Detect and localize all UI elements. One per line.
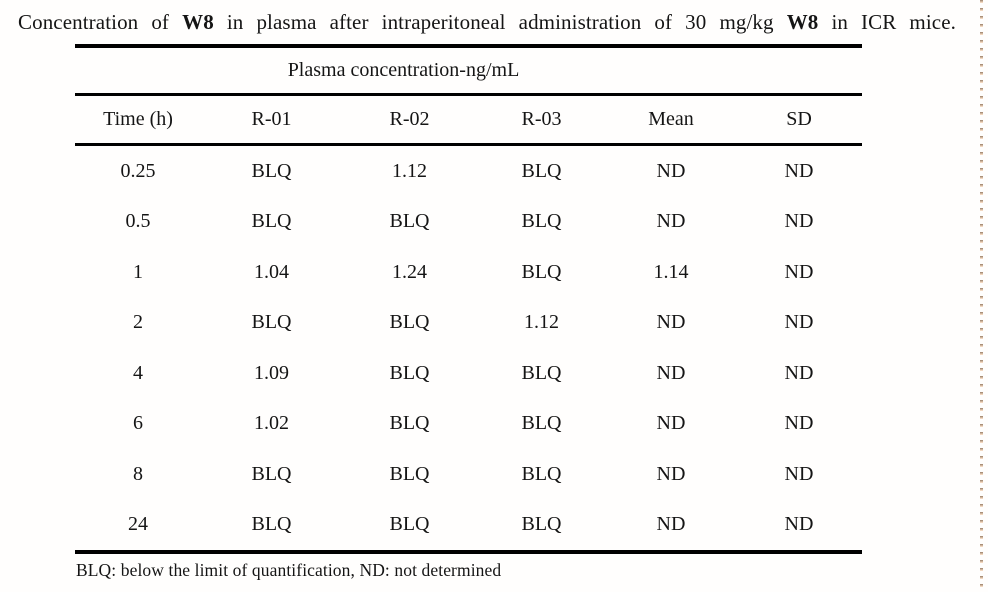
- cell-mean: ND: [656, 412, 686, 435]
- col-header-sd: SD: [786, 108, 812, 130]
- cell-sd: ND: [784, 260, 814, 283]
- cell-value: BLQ: [251, 159, 292, 182]
- cell-value: 1.02: [254, 412, 289, 435]
- table-row: 0.5 BLQ BLQ BLQ ND ND: [75, 197, 862, 248]
- table-row: 8 BLQ BLQ BLQ ND ND: [75, 449, 862, 500]
- cell-mean: ND: [656, 159, 686, 182]
- table-row: 0.25 BLQ 1.12 BLQ ND ND: [75, 145, 862, 197]
- table-caption: Concentration of W8 in plasma after intr…: [18, 9, 956, 35]
- page-edge-dotted-border: [980, 0, 983, 592]
- table-row: 4 1.09 BLQ BLQ ND ND: [75, 348, 862, 399]
- col-header-r02: R-02: [389, 108, 430, 130]
- spanner-empty-cell: [75, 46, 201, 95]
- cell-time: 2: [133, 311, 143, 334]
- cell-time: 24: [128, 513, 148, 536]
- cell-value: BLQ: [251, 311, 292, 334]
- compound-name-bold: W8: [182, 10, 214, 34]
- cell-value: 1.24: [392, 260, 427, 283]
- cell-time: 0.5: [125, 210, 151, 233]
- cell-sd: ND: [784, 210, 814, 233]
- cell-mean: 1.14: [653, 260, 689, 283]
- table-row: 6 1.02 BLQ BLQ ND ND: [75, 399, 862, 450]
- cell-time: 0.25: [120, 159, 156, 182]
- cell-value: BLQ: [521, 260, 562, 283]
- cell-value: 1.04: [254, 260, 289, 283]
- cell-value: BLQ: [251, 462, 292, 485]
- compound-name-bold: W8: [786, 10, 819, 34]
- cell-value: BLQ: [389, 412, 430, 435]
- table-row: 1 1.04 1.24 BLQ 1.14 ND: [75, 247, 862, 298]
- cell-sd: ND: [784, 361, 814, 384]
- cell-value: 1.12: [392, 159, 427, 182]
- cell-time: 4: [133, 361, 143, 384]
- cell-mean: ND: [656, 361, 686, 384]
- cell-sd: ND: [784, 462, 814, 485]
- cell-value: BLQ: [521, 159, 562, 182]
- cell-value: BLQ: [389, 311, 430, 334]
- cell-value: BLQ: [521, 210, 562, 233]
- cell-value: BLQ: [521, 361, 562, 384]
- cell-value: BLQ: [251, 210, 292, 233]
- cell-mean: ND: [656, 210, 686, 233]
- spanner-header-row: Plasma concentration-ng/mL: [75, 46, 862, 95]
- cell-sd: ND: [784, 513, 814, 536]
- caption-text-1: Concentration of: [18, 10, 183, 34]
- col-header-mean: Mean: [648, 108, 694, 130]
- cell-time: 8: [133, 462, 143, 485]
- spanner-empty-cell: [736, 46, 862, 95]
- cell-time: 6: [133, 412, 143, 435]
- cell-mean: ND: [656, 311, 686, 334]
- data-table: Plasma concentration-ng/mL Time (h) R-01…: [75, 44, 862, 554]
- cell-sd: ND: [784, 311, 814, 334]
- spanner-empty-cell: [606, 46, 736, 95]
- cell-value: BLQ: [389, 462, 430, 485]
- cell-value: BLQ: [389, 513, 430, 536]
- spanner-header: Plasma concentration-ng/mL: [287, 59, 520, 81]
- caption-text-2: in plasma after intraperitoneal administ…: [213, 10, 787, 34]
- cell-mean: ND: [656, 462, 686, 485]
- cell-time: 1: [133, 260, 143, 283]
- cell-sd: ND: [784, 159, 814, 182]
- cell-value: 1.09: [254, 361, 289, 384]
- cell-value: BLQ: [389, 361, 430, 384]
- col-header-r01: R-01: [251, 108, 292, 130]
- cell-value: 1.12: [524, 311, 559, 334]
- cell-value: BLQ: [521, 462, 562, 485]
- cell-value: BLQ: [389, 210, 430, 233]
- column-header-row: Time (h) R-01 R-02 R-03 Mean SD: [75, 95, 862, 145]
- table-footnote: BLQ: below the limit of quantification, …: [76, 560, 502, 580]
- col-header-r03: R-03: [521, 108, 562, 130]
- plasma-concentration-table: Plasma concentration-ng/mL Time (h) R-01…: [75, 44, 862, 554]
- table-row: 24 BLQ BLQ BLQ ND ND: [75, 500, 862, 553]
- col-header-time: Time (h): [103, 108, 173, 130]
- cell-sd: ND: [784, 412, 814, 435]
- table-row: 2 BLQ BLQ 1.12 ND ND: [75, 298, 862, 349]
- caption-text-3: in ICR mice.: [818, 10, 956, 34]
- cell-mean: ND: [656, 513, 686, 536]
- cell-value: BLQ: [521, 513, 562, 536]
- cell-value: BLQ: [521, 412, 562, 435]
- cell-value: BLQ: [251, 513, 292, 536]
